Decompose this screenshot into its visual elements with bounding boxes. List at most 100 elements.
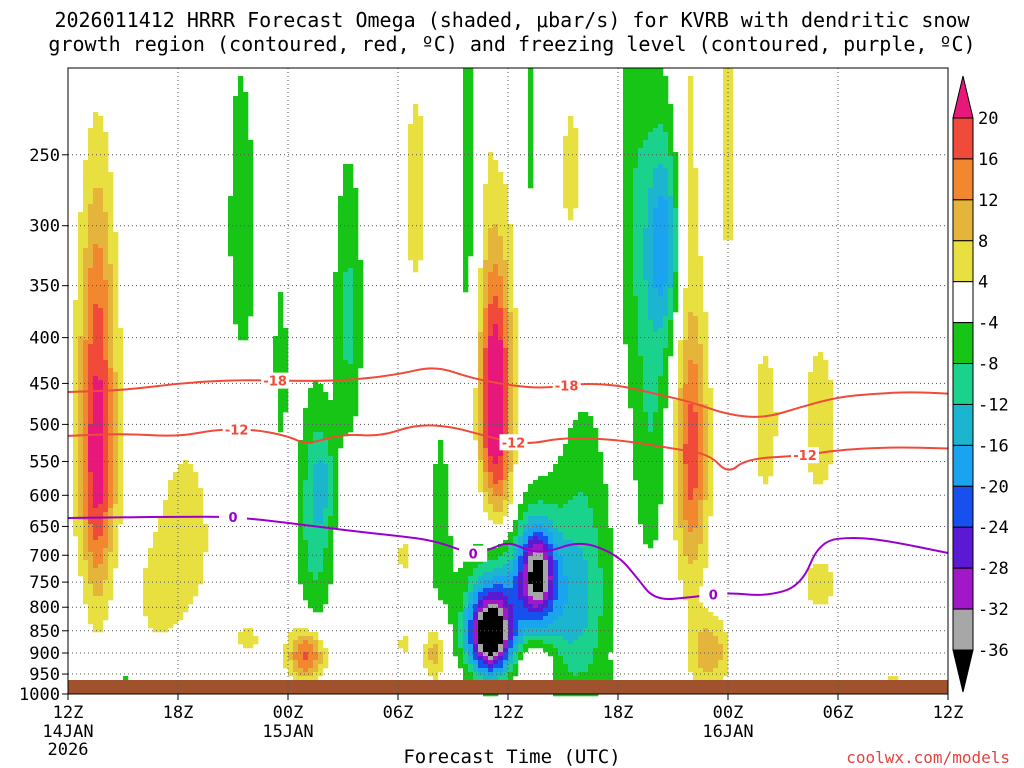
- omega-cell: [443, 516, 449, 521]
- omega-cell: [333, 368, 339, 373]
- omega-cell: [648, 192, 654, 197]
- omega-cell: [93, 496, 99, 501]
- omega-cell: [553, 512, 559, 517]
- omega-cell: [348, 380, 354, 385]
- omega-cell: [503, 492, 509, 497]
- omega-cell: [333, 272, 339, 277]
- omega-cell: [493, 500, 499, 505]
- omega-cell: [628, 256, 634, 261]
- omega-cell: [238, 200, 244, 205]
- omega-cell: [643, 216, 649, 221]
- omega-cell: [708, 420, 714, 425]
- omega-cell: [508, 488, 514, 493]
- omega-cell: [98, 228, 104, 233]
- omega-cell: [603, 496, 609, 501]
- omega-cell: [568, 432, 574, 437]
- omega-cell: [78, 476, 84, 481]
- omega-cell: [653, 304, 659, 309]
- omega-cell: [808, 416, 814, 421]
- omega-cell: [98, 320, 104, 325]
- omega-cell: [233, 192, 239, 197]
- omega-cell: [668, 124, 674, 129]
- omega-cell: [493, 336, 499, 341]
- omega-cell: [643, 188, 649, 193]
- omega-cell: [323, 456, 329, 461]
- omega-cell: [693, 404, 699, 409]
- omega-cell: [88, 296, 94, 301]
- omega-cell: [488, 192, 494, 197]
- omega-cell: [688, 232, 694, 237]
- omega-cell: [728, 80, 734, 85]
- omega-cell: [663, 96, 669, 101]
- omega-cell: [488, 180, 494, 185]
- omega-cell: [333, 376, 339, 381]
- omega-cell: [358, 268, 364, 273]
- omega-cell: [98, 256, 104, 261]
- omega-cell: [658, 292, 664, 297]
- omega-cell: [758, 436, 764, 441]
- omega-cell: [828, 456, 834, 461]
- omega-cell: [498, 356, 504, 361]
- omega-cell: [88, 464, 94, 469]
- omega-cell: [508, 348, 514, 353]
- omega-cell: [488, 488, 494, 493]
- omega-cell: [653, 84, 659, 89]
- omega-cell: [688, 100, 694, 105]
- omega-cell: [98, 496, 104, 501]
- omega-cell: [588, 520, 594, 525]
- omega-cell: [638, 372, 644, 377]
- omega-cell: [118, 356, 124, 361]
- omega-cell: [513, 456, 519, 461]
- omega-cell: [113, 496, 119, 501]
- omega-cell: [348, 256, 354, 261]
- omega-cell: [648, 236, 654, 241]
- omega-cell: [693, 216, 699, 221]
- omega-cell: [308, 476, 314, 481]
- omega-cell: [633, 68, 639, 73]
- omega-cell: [78, 328, 84, 333]
- omega-cell: [588, 496, 594, 501]
- omega-cell: [693, 376, 699, 381]
- omega-cell: [98, 324, 104, 329]
- omega-cell: [693, 400, 699, 405]
- omega-cell: [598, 492, 604, 497]
- omega-cell: [653, 100, 659, 105]
- omega-cell: [698, 352, 704, 357]
- omega-cell: [243, 92, 249, 97]
- omega-cell: [503, 308, 509, 313]
- omega-cell: [483, 444, 489, 449]
- omega-cell: [468, 128, 474, 133]
- omega-cell: [238, 116, 244, 121]
- omega-cell: [108, 376, 114, 381]
- omega-cell: [623, 340, 629, 345]
- omega-cell: [308, 492, 314, 497]
- omega-cell: [298, 504, 304, 509]
- omega-cell: [698, 272, 704, 277]
- omega-cell: [353, 220, 359, 225]
- omega-cell: [73, 408, 79, 413]
- omega-cell: [513, 316, 519, 321]
- omega-cell: [823, 388, 829, 393]
- omega-cell: [83, 372, 89, 377]
- omega-cell: [648, 288, 654, 293]
- omega-cell: [503, 376, 509, 381]
- omega-cell: [573, 188, 579, 193]
- omega-cell: [678, 376, 684, 381]
- omega-cell: [648, 96, 654, 101]
- omega-cell: [168, 528, 174, 533]
- omega-cell: [483, 260, 489, 265]
- omega-cell: [643, 436, 649, 441]
- omega-cell: [728, 112, 734, 117]
- omega-cell: [548, 496, 554, 501]
- omega-cell: [113, 512, 119, 517]
- omega-cell: [693, 272, 699, 277]
- omega-cell: [348, 236, 354, 241]
- omega-cell: [478, 340, 484, 345]
- omega-cell: [413, 120, 419, 125]
- omega-cell: [338, 332, 344, 337]
- omega-cell: [723, 220, 729, 225]
- omega-cell: [688, 464, 694, 469]
- omega-cell: [73, 320, 79, 325]
- omega-cell: [488, 484, 494, 489]
- omega-cell: [653, 388, 659, 393]
